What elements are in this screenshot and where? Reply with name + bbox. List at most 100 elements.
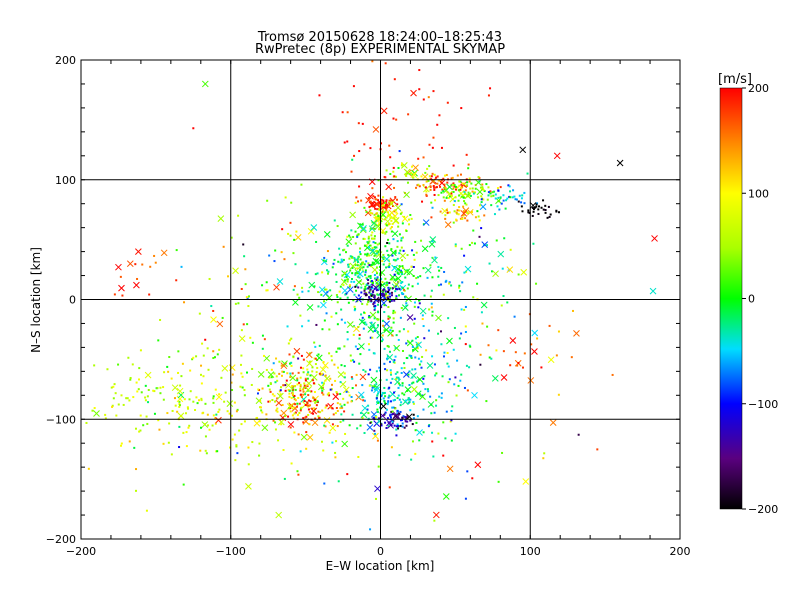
data-point	[492, 270, 499, 278]
data-point	[385, 169, 388, 172]
data-point	[212, 309, 215, 312]
data-point	[500, 374, 508, 381]
data-point	[385, 224, 388, 227]
data-point	[259, 399, 262, 402]
data-point	[207, 368, 210, 371]
data-point	[458, 337, 461, 340]
data-point	[443, 199, 446, 202]
data-point	[395, 428, 398, 431]
data-point	[377, 215, 380, 218]
data-point	[334, 456, 337, 459]
data-point	[352, 85, 355, 88]
data-point	[528, 211, 531, 214]
data-point	[520, 205, 523, 208]
data-point	[361, 396, 364, 399]
data-point	[93, 410, 100, 417]
data-point	[365, 276, 368, 279]
data-point-highlighted	[522, 478, 530, 485]
data-point	[378, 417, 381, 420]
data-point	[428, 165, 431, 168]
data-point	[354, 285, 357, 288]
data-point	[483, 190, 486, 193]
data-point	[306, 304, 314, 311]
colorbar-tick-label: −200	[748, 503, 778, 516]
data-point	[339, 261, 342, 264]
data-point	[351, 256, 354, 259]
data-point	[453, 184, 456, 187]
data-point	[548, 215, 551, 218]
data-point	[332, 393, 340, 400]
data-point	[436, 123, 439, 126]
data-point	[114, 392, 117, 395]
data-point	[381, 256, 384, 259]
data-point	[213, 356, 216, 359]
data-point	[388, 144, 391, 147]
data-point	[424, 186, 427, 189]
data-point	[322, 384, 325, 387]
data-point	[292, 299, 299, 306]
data-point	[401, 162, 404, 165]
data-point	[297, 433, 300, 436]
data-point	[435, 314, 442, 322]
data-point	[296, 377, 299, 380]
data-point	[517, 200, 520, 203]
data-point	[478, 180, 481, 183]
data-point	[375, 289, 378, 292]
data-point	[367, 343, 370, 346]
data-point	[119, 275, 122, 278]
data-point	[247, 463, 250, 466]
data-point	[411, 440, 414, 443]
data-point	[317, 291, 320, 294]
data-point	[482, 188, 485, 191]
data-point	[157, 339, 160, 342]
data-point	[480, 301, 488, 309]
data-point	[355, 278, 363, 286]
data-point	[355, 284, 358, 287]
data-point	[207, 424, 210, 427]
data-point	[261, 284, 264, 287]
data-point	[287, 415, 290, 418]
data-point	[383, 304, 386, 307]
data-point	[417, 183, 420, 186]
data-point	[410, 356, 413, 359]
data-point	[374, 277, 377, 280]
data-point	[380, 277, 383, 280]
data-point	[388, 201, 391, 204]
data-point	[357, 200, 360, 203]
data-point	[341, 406, 344, 409]
data-point	[488, 262, 491, 265]
data-point	[389, 227, 392, 230]
data-point	[383, 311, 386, 314]
data-point	[335, 280, 338, 283]
data-point	[304, 377, 307, 380]
data-point	[373, 235, 376, 238]
data-point	[272, 419, 275, 422]
data-point	[354, 307, 357, 310]
data-point	[292, 288, 295, 291]
data-point	[410, 89, 417, 97]
data-point	[383, 320, 390, 328]
data-point	[314, 273, 317, 276]
data-point	[233, 401, 236, 404]
data-point	[425, 194, 428, 197]
data-point	[410, 354, 413, 357]
data-point	[337, 371, 345, 378]
data-point	[415, 341, 422, 349]
data-point	[398, 287, 401, 290]
data-point	[300, 183, 303, 186]
data-point	[464, 305, 467, 308]
data-point	[368, 205, 371, 208]
data-point	[246, 371, 249, 374]
data-point	[391, 410, 394, 413]
data-point	[405, 304, 408, 307]
data-point	[386, 345, 389, 348]
data-point	[326, 393, 329, 396]
data-point	[301, 290, 304, 293]
data-point	[465, 203, 468, 206]
data-point	[423, 375, 426, 378]
data-point	[178, 400, 181, 403]
data-point	[396, 257, 399, 260]
data-point	[396, 412, 399, 415]
data-point	[375, 299, 378, 302]
data-point	[444, 217, 447, 220]
